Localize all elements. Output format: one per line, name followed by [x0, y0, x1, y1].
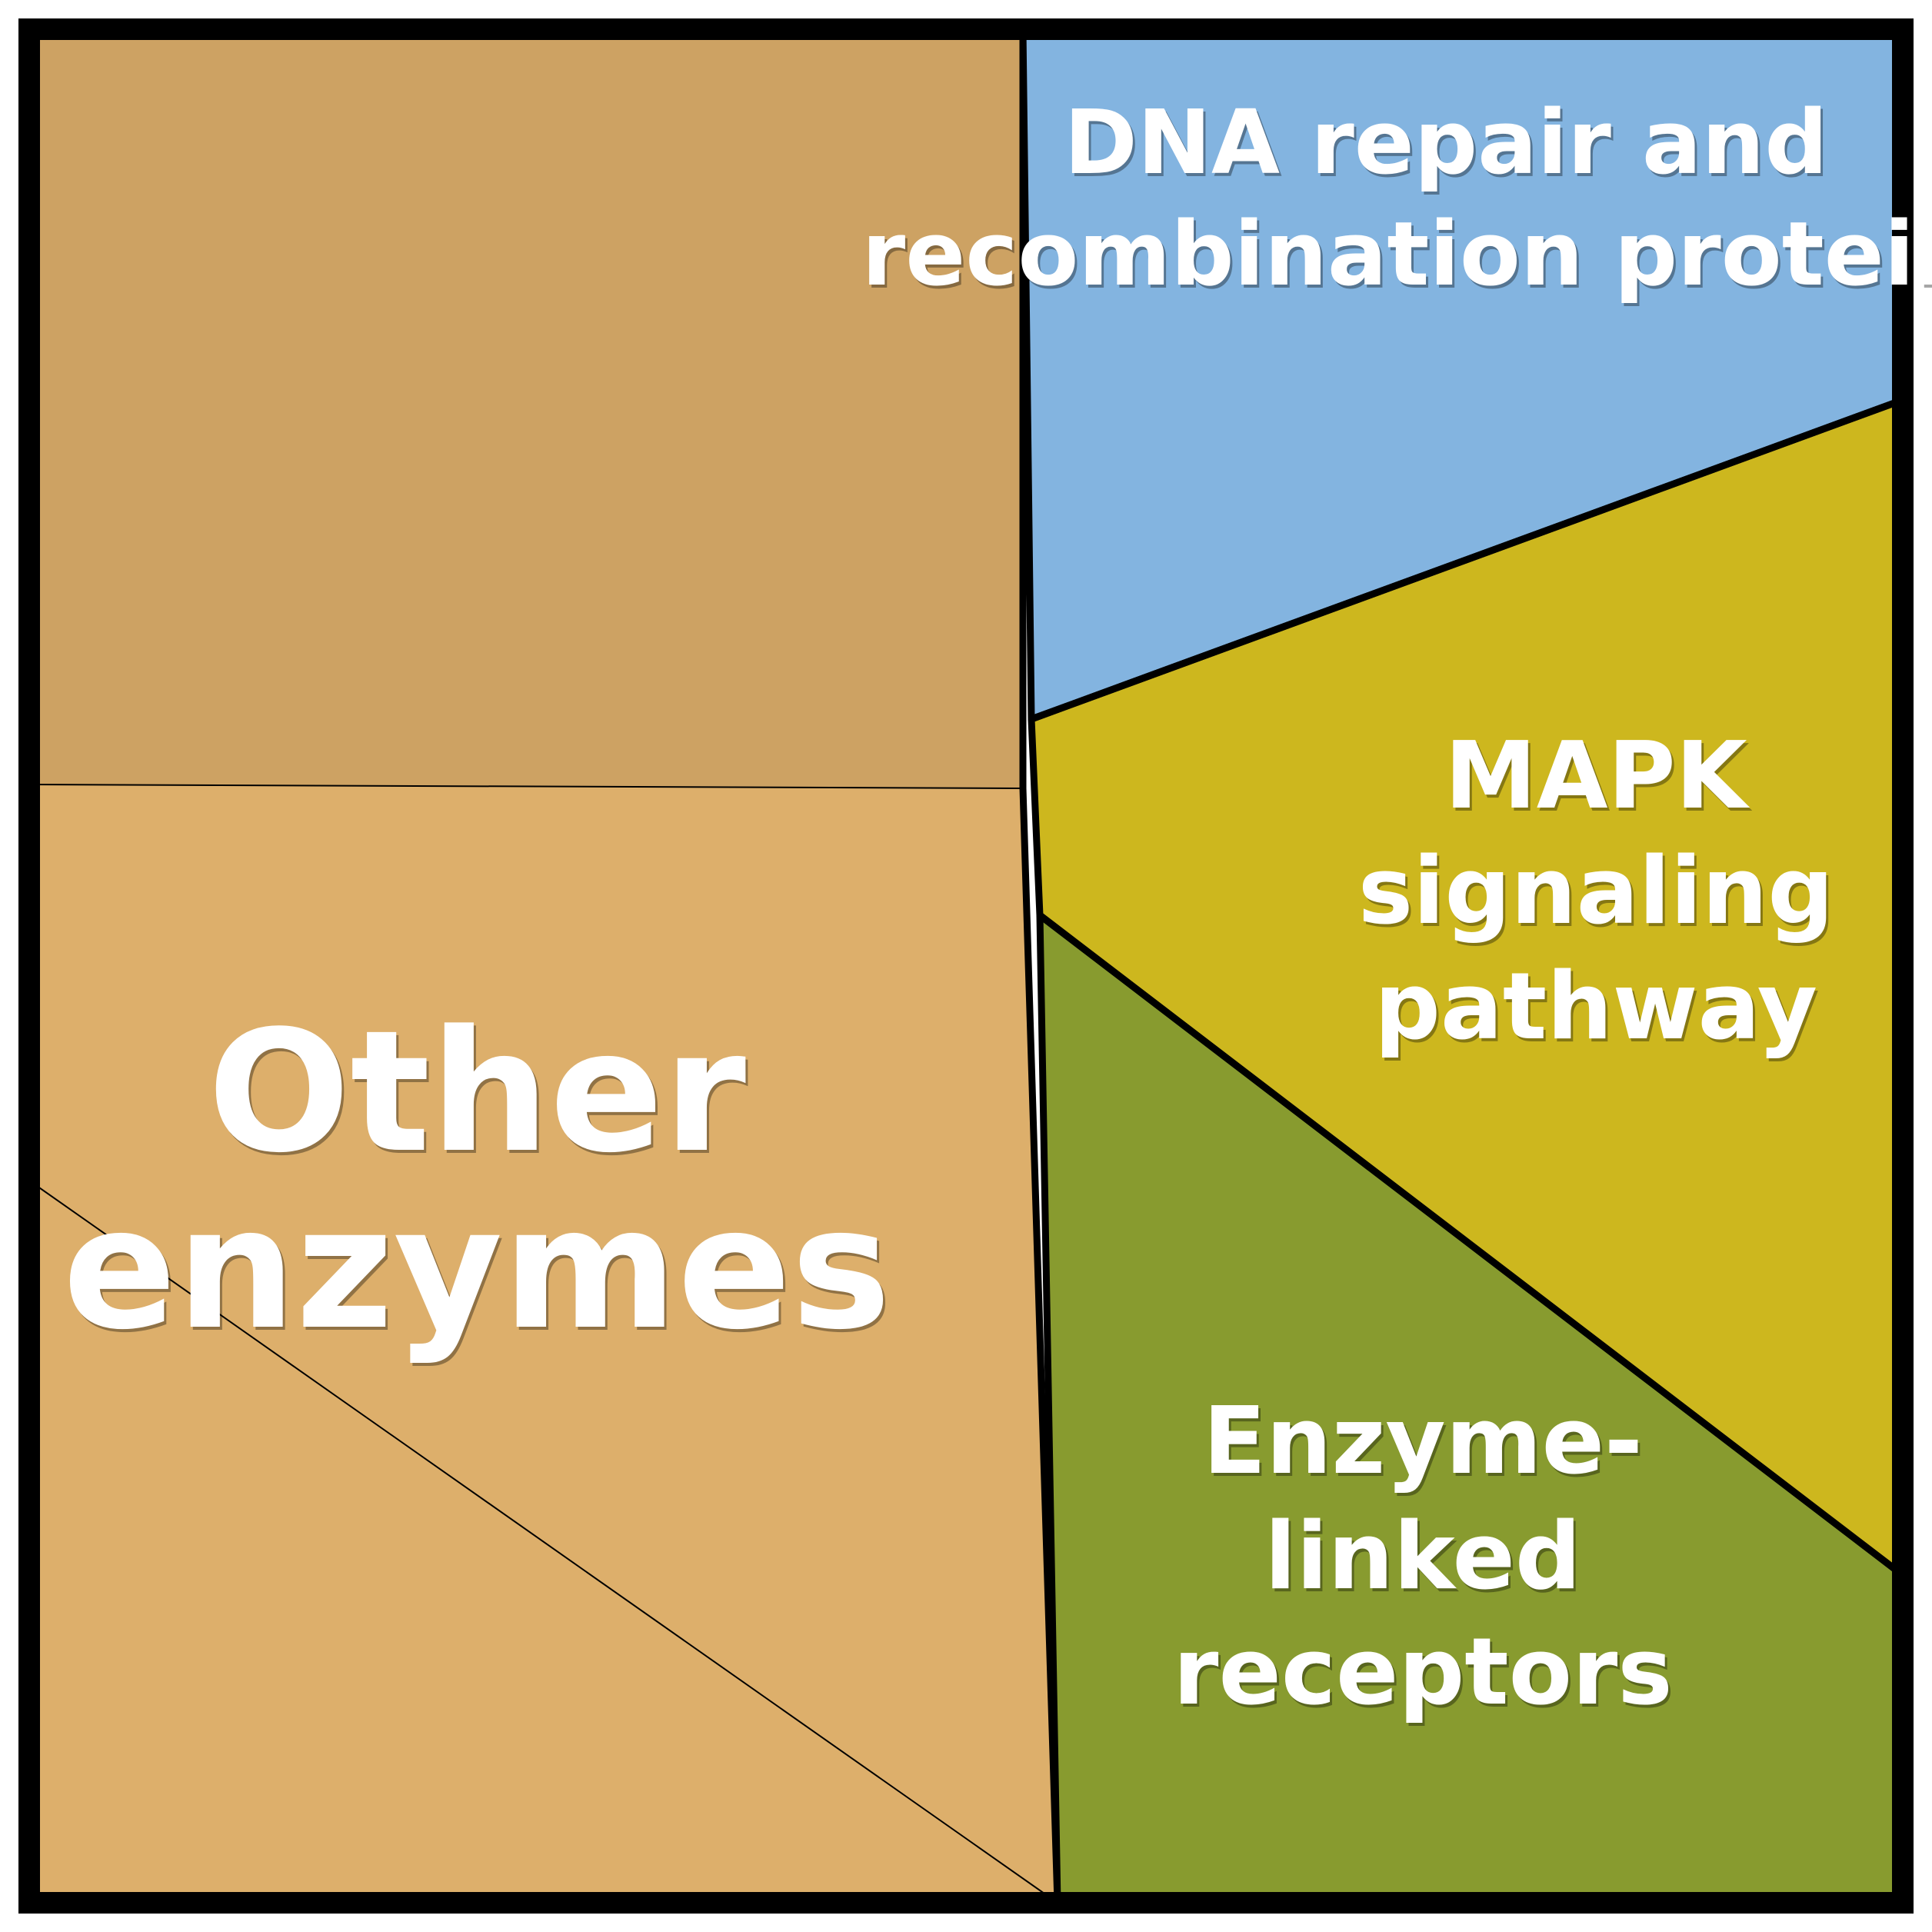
- svg-text:enzymes: enzymes: [63, 1172, 891, 1367]
- svg-text:signaling: signaling: [1358, 838, 1834, 945]
- svg-text:Other: Other: [208, 995, 746, 1190]
- svg-text:linked: linked: [1264, 1504, 1581, 1611]
- svg-text:DNA repair and: DNA repair and: [1064, 92, 1827, 195]
- svg-text:MAPK: MAPK: [1444, 723, 1750, 830]
- svg-text:receptors: receptors: [1173, 1619, 1672, 1726]
- svg-text:pathway: pathway: [1374, 954, 1817, 1061]
- svg-text:recombination proteins: recombination proteins: [862, 203, 1932, 306]
- svg-text:Enzyme-: Enzyme-: [1203, 1388, 1643, 1495]
- voronoi-treemap: OtherOtherenzymesenzymesDNA repair andDN…: [0, 0, 1932, 1932]
- other-enzymes-shade: [29, 29, 1023, 788]
